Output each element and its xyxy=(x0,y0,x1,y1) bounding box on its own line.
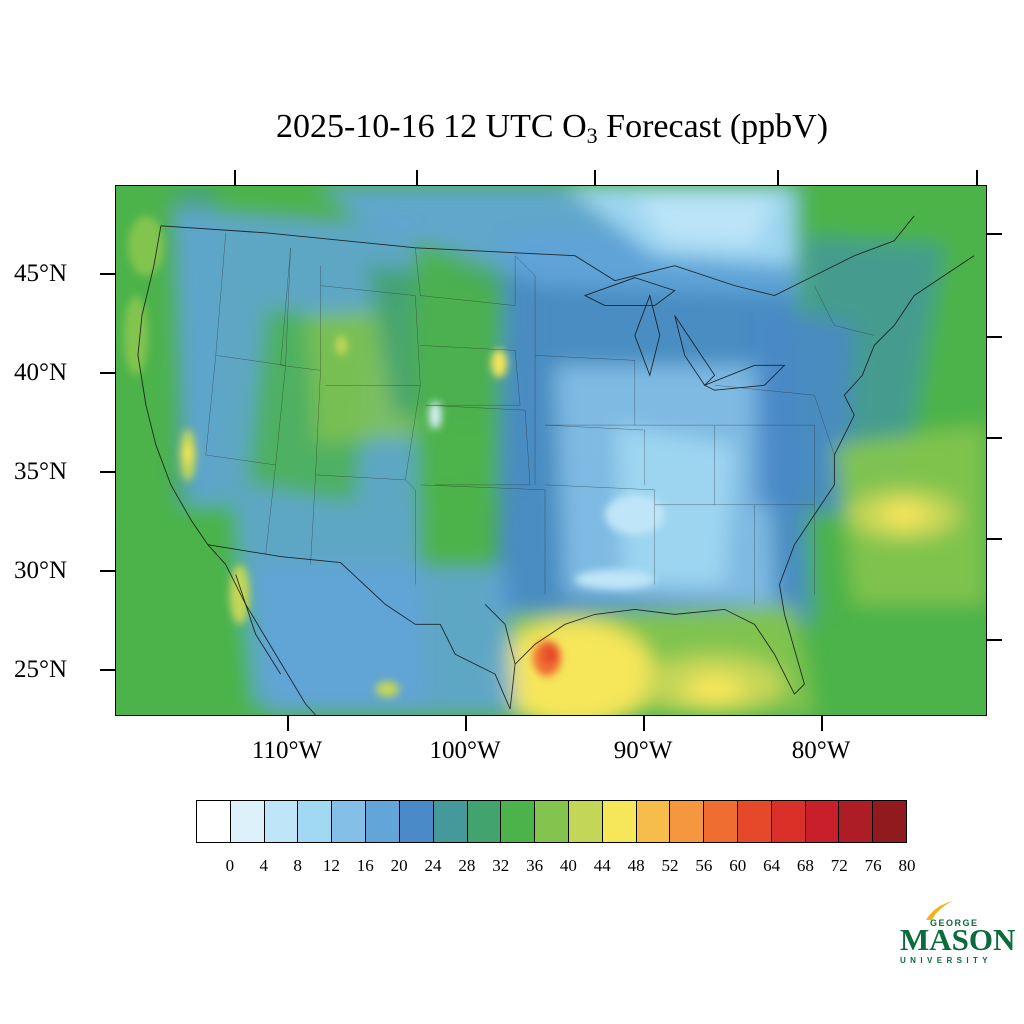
top-tick xyxy=(594,170,596,185)
colorbar-tick-label: 28 xyxy=(458,856,476,875)
latitude-label: 30°N xyxy=(14,557,68,584)
right-tick xyxy=(987,538,1002,540)
page-title: 2025-10-16 12 UTC O3 Forecast (ppbV) xyxy=(275,108,829,148)
colorbar-tick-label: 44 xyxy=(593,856,611,875)
top-tick xyxy=(777,170,779,185)
colorbar-swatch xyxy=(467,801,502,842)
longitude-label: 80°W xyxy=(791,737,851,764)
colorbar-tick-label: 52 xyxy=(661,856,679,875)
bottom-tick xyxy=(821,716,823,731)
colorbar-swatch xyxy=(873,801,907,842)
colorbar-tick-label: 8 xyxy=(293,856,302,875)
colorbar-swatch xyxy=(670,801,705,842)
colorbar-swatch xyxy=(501,801,536,842)
colorbar-swatch xyxy=(298,801,333,842)
colorbar-tick-label: 68 xyxy=(796,856,814,875)
bottom-tick xyxy=(465,716,467,731)
colorbar-tick-label: 60 xyxy=(729,856,747,875)
ozone-forecast-map[interactable] xyxy=(115,185,987,716)
colorbar xyxy=(196,800,907,843)
colorbar-swatch xyxy=(738,801,772,842)
right-tick xyxy=(987,233,1002,235)
colorbar-swatch xyxy=(704,801,738,842)
colorbar-tick-label: 48 xyxy=(627,856,645,875)
colorbar-tick-label: 36 xyxy=(526,856,544,875)
colorbar-swatch xyxy=(839,801,874,842)
colorbar-tick-label: 0 xyxy=(225,856,235,875)
colorbar-swatch xyxy=(636,801,671,842)
ozone-field-image xyxy=(116,186,986,715)
colorbar-swatch xyxy=(366,801,400,842)
colorbar-tick-label: 76 xyxy=(864,856,882,875)
right-tick xyxy=(987,639,1002,641)
latitude-label: 35°N xyxy=(14,458,68,485)
left-tick xyxy=(100,372,115,374)
latitude-label: 45°N xyxy=(14,260,68,287)
colorbar-tick-label: 20 xyxy=(390,856,408,875)
latitude-label: 40°N xyxy=(14,359,68,386)
bottom-tick xyxy=(287,716,289,731)
left-tick xyxy=(100,273,115,275)
colorbar-swatch xyxy=(805,801,840,842)
left-tick xyxy=(100,669,115,671)
colorbar-tick-label: 16 xyxy=(356,856,374,875)
top-tick xyxy=(234,170,236,185)
colorbar-tick-label: 64 xyxy=(763,856,781,875)
colorbar-swatch xyxy=(568,801,603,842)
colorbar-swatch xyxy=(332,801,367,842)
colorbar-tick-label: 40 xyxy=(559,856,577,875)
colorbar-swatch xyxy=(399,801,434,842)
colorbar-swatch xyxy=(771,801,806,842)
colorbar-swatch xyxy=(535,801,569,842)
colorbar-swatch xyxy=(197,801,231,842)
colorbar-tick-label: 56 xyxy=(695,856,713,875)
right-tick xyxy=(987,336,1002,338)
left-tick xyxy=(100,471,115,473)
longitude-label: 90°W xyxy=(613,737,673,764)
longitude-label: 110°W xyxy=(251,737,323,764)
colorbar-swatch xyxy=(602,801,637,842)
colorbar-tick-label: 80 xyxy=(898,856,916,875)
longitude-label: 100°W xyxy=(429,737,501,764)
colorbar-tick-label: 32 xyxy=(492,856,510,875)
left-tick xyxy=(100,570,115,572)
bottom-tick xyxy=(643,716,645,731)
colorbar-swatch xyxy=(433,801,468,842)
colorbar-tick-label: 24 xyxy=(424,856,442,875)
top-tick xyxy=(976,170,978,185)
swoosh-icon xyxy=(926,901,952,920)
logo-mason: MASON xyxy=(900,922,1016,957)
top-tick xyxy=(416,170,418,185)
logo-george: GEORGE xyxy=(930,918,979,928)
latitude-label: 25°N xyxy=(14,656,68,683)
george-mason-logo: GEORGE MASON UNIVERSITY xyxy=(898,900,1015,970)
colorbar-tick-label: 12 xyxy=(322,856,340,875)
colorbar-swatch xyxy=(264,801,299,842)
colorbar-swatch xyxy=(230,801,265,842)
colorbar-tick-label: 4 xyxy=(259,856,268,875)
logo-university: UNIVERSITY xyxy=(900,956,993,965)
colorbar-tick-label: 72 xyxy=(830,856,848,875)
right-tick xyxy=(987,437,1002,439)
